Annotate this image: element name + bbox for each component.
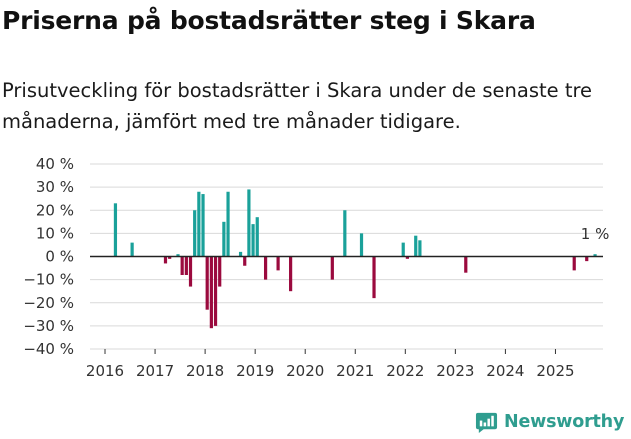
x-tick-label: 2022 <box>386 362 424 380</box>
x-tick-label: 2016 <box>86 362 124 380</box>
y-tick-label: −10 % <box>23 271 74 289</box>
y-tick-label: −20 % <box>23 294 74 312</box>
bar-chart: 40 %30 %20 %10 %0 %−10 %−20 %−30 %−40 % … <box>23 155 610 380</box>
data-bar <box>401 242 405 257</box>
data-bar <box>176 254 180 257</box>
y-tick-label: 10 % <box>36 224 74 242</box>
data-bar <box>113 203 118 257</box>
data-bar <box>197 191 201 257</box>
data-bar <box>218 256 222 287</box>
y-axis-ticks: 40 % 30 % 20 % 10 % 0 % −10 % −20 % −30 % −40 % <box>23 155 74 358</box>
data-bar <box>205 256 209 310</box>
data-bar <box>247 189 251 257</box>
brand-name: Newsworthy <box>504 412 625 432</box>
data-bar <box>201 194 205 257</box>
x-tick-label: 2025 <box>536 362 574 380</box>
data-bar <box>209 256 213 329</box>
x-tick-label: 2021 <box>336 362 374 380</box>
data-bar <box>343 210 347 257</box>
data-bar <box>222 221 226 257</box>
data-bar <box>213 256 218 326</box>
y-tick-label: 0 % <box>45 248 74 266</box>
x-tick-label: 2019 <box>236 362 274 380</box>
data-bar <box>330 256 334 280</box>
x-tick-label: 2017 <box>136 362 174 380</box>
data-bar <box>572 256 576 271</box>
data-bar <box>163 256 168 264</box>
data-bar <box>372 256 376 299</box>
x-tick-label: 2023 <box>436 362 474 380</box>
data-bar <box>243 256 247 266</box>
y-tick-label: 40 % <box>36 155 74 173</box>
data-bar <box>276 256 280 271</box>
x-axis-ticks: 2016 2017 2018 2019 2020 2021 2022 2023 2024 2025 <box>86 349 575 380</box>
data-bar <box>130 242 134 257</box>
data-bar <box>251 224 255 257</box>
data-bar <box>188 256 193 287</box>
data-bar <box>184 256 188 275</box>
newsworthy-brand[interactable]: Newsworthy <box>475 407 624 437</box>
data-labels: 1 % <box>581 225 610 243</box>
x-tick-label: 2024 <box>486 362 524 380</box>
data-bar <box>193 210 197 257</box>
data-bar <box>263 256 268 280</box>
data-bar <box>238 251 243 257</box>
gridlines <box>90 163 603 350</box>
x-tick-label: 2018 <box>186 362 224 380</box>
data-bar <box>405 256 409 259</box>
data-bar <box>180 256 184 275</box>
y-tick-label: 20 % <box>36 201 74 219</box>
data-bar <box>226 191 230 257</box>
data-bar <box>289 256 293 292</box>
data-bar <box>414 235 418 257</box>
data-bar <box>464 256 468 273</box>
data-bar <box>585 256 589 262</box>
y-tick-label: −40 % <box>23 340 74 358</box>
y-tick-label: 30 % <box>36 178 74 196</box>
newsworthy-logo-icon <box>475 412 498 433</box>
data-bar <box>418 240 422 257</box>
data-bar <box>593 254 597 257</box>
chart-title: Priserna på bostadsrätter steg i Skara <box>2 6 536 35</box>
x-tick-label: 2020 <box>286 362 324 380</box>
data-label: 1 % <box>581 225 610 243</box>
chart-subtitle: Prisutveckling för bostadsrätter i Skara… <box>2 79 593 133</box>
data-bar <box>255 217 259 257</box>
y-tick-label: −30 % <box>23 317 74 335</box>
data-bar <box>359 233 364 257</box>
bars <box>113 189 597 329</box>
data-bar <box>168 256 172 259</box>
